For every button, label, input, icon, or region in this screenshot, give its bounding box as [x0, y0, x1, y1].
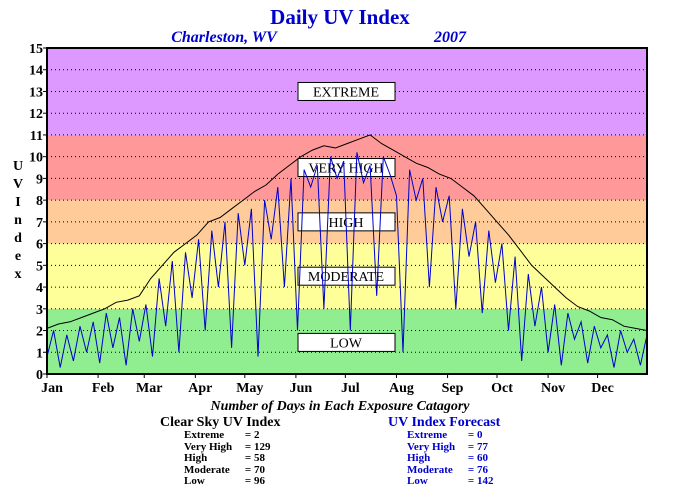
chart-location: Charleston, WV: [171, 29, 278, 46]
y-axis-label-letter: V: [13, 177, 23, 192]
x-tick-label: Mar: [136, 381, 162, 396]
clear-sky-count: 129: [254, 440, 271, 453]
chart-title: Daily UV Index: [270, 5, 410, 29]
forecast-count: 77: [477, 440, 488, 453]
clear-sky-line: [46, 134, 648, 331]
clear-sky-equals: =: [244, 429, 252, 441]
forecast-equals: =: [467, 452, 475, 464]
clear-sky-title: Clear Sky UV Index: [160, 415, 281, 430]
x-tick-label: Nov: [541, 381, 565, 396]
clear-sky-row: Low = 96: [184, 475, 280, 488]
band-label-box: [297, 81, 396, 101]
y-tick-label: 14: [29, 64, 43, 79]
y-tick-label: 6: [36, 238, 43, 253]
forecast-count: 60: [477, 452, 488, 464]
x-tick-label: Oct: [491, 381, 513, 396]
forecast-equals: =: [467, 429, 475, 441]
y-axis-label-letter: x: [15, 267, 22, 282]
band-label: EXTREME: [313, 85, 379, 100]
forecast-equals: =: [467, 440, 475, 453]
clear-sky-row: Very High = 129: [184, 440, 280, 454]
days-caption: Number of Days in Each Exposure Catagory: [210, 399, 470, 414]
y-tick-label: 12: [29, 107, 43, 122]
chart-year: 2007: [433, 29, 467, 46]
clear-sky-count: 70: [254, 463, 265, 476]
clear-sky-count: 58: [254, 452, 265, 464]
forecast-equals: =: [467, 463, 475, 476]
plot-frame: [46, 47, 648, 375]
clear-sky-equals: =: [244, 475, 252, 487]
x-tick-label: Aug: [389, 381, 414, 396]
forecast-row: Moderate = 76: [407, 463, 500, 477]
clear-sky-stats: Clear Sky UV Index Extreme = 2 Very High = 12…: [160, 415, 280, 488]
forecast-count: 142: [477, 475, 494, 487]
forecast-category: High: [407, 452, 431, 464]
forecast-row: Extreme = 0: [407, 429, 500, 442]
y-tick-label: 5: [36, 259, 43, 274]
forecast-row: Very High = 77: [407, 440, 500, 454]
forecast-count: 76: [477, 463, 488, 476]
forecast-equals: =: [467, 475, 475, 487]
forecast-stats: UV Index Forecast Extreme = 0 Very High = 77 H…: [388, 415, 500, 488]
forecast-row: Low = 142: [407, 475, 500, 488]
y-tick-label: 7: [36, 216, 43, 231]
y-tick-label: 8: [36, 194, 43, 209]
forecast-count: 0: [477, 429, 483, 441]
forecast-category: Very High: [407, 440, 456, 453]
clear-sky-category: High: [184, 452, 208, 464]
y-tick-label: 0: [36, 368, 43, 383]
y-tick-label: 11: [30, 129, 43, 144]
band-label: VERY HIGH: [308, 162, 383, 177]
x-tick-label: Jun: [290, 381, 313, 396]
y-axis-label-letter: I: [15, 195, 20, 210]
band-label: MODERATE: [308, 270, 384, 285]
y-tick-label: 15: [29, 42, 43, 57]
y-tick-label: 9: [36, 172, 43, 187]
y-tick-label: 13: [29, 85, 43, 100]
clear-sky-category: Very High: [184, 440, 233, 453]
band-label-box: [297, 332, 396, 352]
y-axis-label-letter: U: [13, 159, 23, 174]
x-tick-label: Jan: [41, 381, 63, 396]
y-axis-label-letter: e: [15, 249, 21, 264]
clear-sky-row: High = 58: [184, 452, 280, 465]
forecast-row: High = 60: [407, 452, 500, 465]
x-tick-label: Feb: [92, 381, 115, 396]
y-tick-label: 3: [36, 303, 43, 318]
y-axis-label-letter: d: [14, 231, 22, 246]
forecast-title: UV Index Forecast: [388, 415, 501, 430]
band-label: LOW: [330, 336, 363, 351]
clear-sky-category: Moderate: [184, 463, 230, 476]
forecast-category: Extreme: [407, 429, 448, 441]
y-tick-label: 10: [29, 151, 43, 166]
forecast-category: Low: [407, 475, 428, 487]
clear-sky-equals: =: [244, 440, 252, 453]
clear-sky-row: Moderate = 70: [184, 463, 280, 477]
forecast-line: [46, 152, 648, 368]
forecast-category: Moderate: [407, 463, 453, 476]
y-tick-label: 4: [36, 281, 43, 296]
x-tick-label: Jul: [341, 381, 360, 396]
x-tick-label: May: [236, 381, 263, 396]
clear-sky-count: 96: [254, 475, 265, 487]
clear-sky-category: Extreme: [184, 429, 225, 441]
clear-sky-count: 2: [254, 429, 260, 441]
x-tick-label: Apr: [188, 381, 212, 396]
y-tick-label: 2: [36, 325, 43, 340]
x-tick-label: Sep: [442, 381, 464, 396]
y-axis-label-letter: n: [14, 213, 22, 228]
x-tick-label: Dec: [591, 381, 614, 396]
clear-sky-category: Low: [184, 475, 205, 487]
clear-sky-equals: =: [244, 452, 252, 464]
clear-sky-equals: =: [244, 463, 252, 476]
clear-sky-row: Extreme = 2: [184, 429, 280, 442]
y-tick-label: 1: [36, 346, 43, 361]
